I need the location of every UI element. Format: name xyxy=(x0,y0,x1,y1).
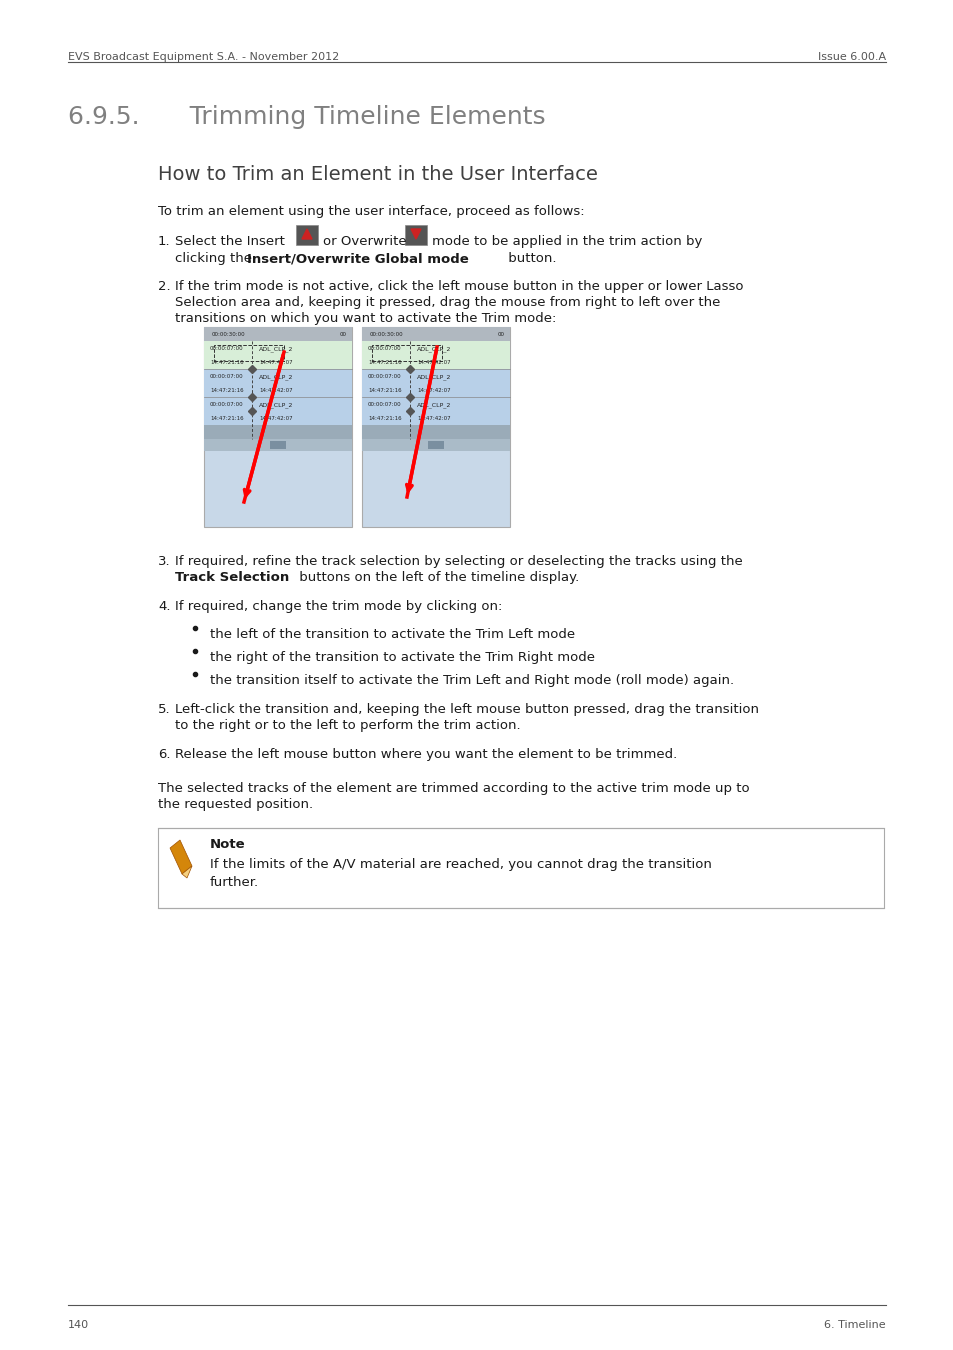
Text: the right of the transition to activate the Trim Right mode: the right of the transition to activate … xyxy=(210,651,595,664)
Text: 5.: 5. xyxy=(158,703,171,716)
Polygon shape xyxy=(302,230,312,239)
Text: 14:47:42:07: 14:47:42:07 xyxy=(416,416,450,420)
Text: 6.: 6. xyxy=(158,748,171,761)
Text: the left of the transition to activate the Trim Left mode: the left of the transition to activate t… xyxy=(210,628,575,641)
Bar xyxy=(428,441,443,450)
Bar xyxy=(361,439,510,451)
Text: Issue 6.00.A: Issue 6.00.A xyxy=(817,53,885,62)
Text: If required, refine the track selection by selecting or deselecting the tracks u: If required, refine the track selection … xyxy=(174,555,742,568)
Text: The selected tracks of the element are trimmed according to the active trim mode: The selected tracks of the element are t… xyxy=(158,782,749,795)
Bar xyxy=(372,346,441,360)
Text: ADL_CLP_2: ADL_CLP_2 xyxy=(258,346,294,352)
Bar xyxy=(361,369,510,397)
Text: Selection area and, keeping it pressed, drag the mouse from right to left over t: Selection area and, keeping it pressed, … xyxy=(174,296,720,309)
Bar xyxy=(204,439,352,451)
Text: ADL_CLP_2: ADL_CLP_2 xyxy=(258,374,294,379)
Text: 14:47:21:16: 14:47:21:16 xyxy=(210,416,243,420)
Bar xyxy=(158,828,883,909)
Text: Note: Note xyxy=(210,838,245,850)
Text: to the right or to the left to perform the trim action.: to the right or to the left to perform t… xyxy=(174,720,520,732)
Bar xyxy=(204,397,352,425)
Text: How to Trim an Element in the User Interface: How to Trim an Element in the User Inter… xyxy=(158,165,598,184)
Text: 14:47:42:07: 14:47:42:07 xyxy=(416,387,450,393)
Text: 00:00:07:00: 00:00:07:00 xyxy=(210,374,243,379)
Polygon shape xyxy=(182,865,192,878)
Text: 00: 00 xyxy=(497,332,504,336)
Text: 00:00:30:00: 00:00:30:00 xyxy=(212,332,245,336)
Text: further.: further. xyxy=(210,876,259,890)
Text: Select the Insert: Select the Insert xyxy=(174,235,285,248)
Text: ADL_CLP_2: ADL_CLP_2 xyxy=(416,346,451,352)
Text: 14:47:42:07: 14:47:42:07 xyxy=(258,416,293,420)
Text: If required, change the trim mode by clicking on:: If required, change the trim mode by cli… xyxy=(174,599,502,613)
Text: buttons on the left of the timeline display.: buttons on the left of the timeline disp… xyxy=(294,571,578,585)
Text: 4.: 4. xyxy=(158,599,171,613)
Bar xyxy=(204,425,352,439)
Bar xyxy=(204,342,352,369)
Text: If the limits of the A/V material are reached, you cannot drag the transition: If the limits of the A/V material are re… xyxy=(210,859,711,871)
Bar xyxy=(213,346,284,360)
Text: 14:47:21:16: 14:47:21:16 xyxy=(368,416,401,420)
Text: ADL_CLP_2: ADL_CLP_2 xyxy=(258,402,294,408)
Text: ADL_CLP_2: ADL_CLP_2 xyxy=(416,402,451,408)
Text: 1.: 1. xyxy=(158,235,171,248)
Bar xyxy=(204,369,352,397)
Text: 00:00:07:00: 00:00:07:00 xyxy=(368,374,401,379)
Text: 2.: 2. xyxy=(158,279,171,293)
Bar xyxy=(361,397,510,425)
FancyBboxPatch shape xyxy=(295,225,317,244)
Text: 3.: 3. xyxy=(158,555,171,568)
Text: 14:47:42:07: 14:47:42:07 xyxy=(258,387,293,393)
Text: Left-click the transition and, keeping the left mouse button pressed, drag the t: Left-click the transition and, keeping t… xyxy=(174,703,759,716)
Text: 00: 00 xyxy=(339,332,347,336)
Text: 00:00:07:00: 00:00:07:00 xyxy=(210,402,243,408)
Text: 6. Timeline: 6. Timeline xyxy=(823,1320,885,1330)
Text: button.: button. xyxy=(503,252,556,265)
FancyBboxPatch shape xyxy=(405,225,427,244)
Text: 14:47:42:07: 14:47:42:07 xyxy=(416,359,450,364)
Polygon shape xyxy=(411,230,420,239)
Polygon shape xyxy=(170,840,192,873)
Text: 00:00:07:00: 00:00:07:00 xyxy=(368,347,401,351)
Bar xyxy=(361,327,510,342)
Text: the transition itself to activate the Trim Left and Right mode (roll mode) again: the transition itself to activate the Tr… xyxy=(210,674,734,687)
Bar xyxy=(204,327,352,526)
Bar xyxy=(270,441,286,450)
Text: Release the left mouse button where you want the element to be trimmed.: Release the left mouse button where you … xyxy=(174,748,677,761)
Text: or Overwrite: or Overwrite xyxy=(323,235,406,248)
Text: 14:47:21:16: 14:47:21:16 xyxy=(368,359,401,364)
Text: clicking the: clicking the xyxy=(174,252,256,265)
Text: ADL_CLP_2: ADL_CLP_2 xyxy=(416,374,451,379)
Text: Insert/Overwrite Global mode: Insert/Overwrite Global mode xyxy=(247,252,468,265)
Text: mode to be applied in the trim action by: mode to be applied in the trim action by xyxy=(432,235,701,248)
Text: To trim an element using the user interface, proceed as follows:: To trim an element using the user interf… xyxy=(158,205,584,217)
Bar xyxy=(204,327,352,342)
Text: If the trim mode is not active, click the left mouse button in the upper or lowe: If the trim mode is not active, click th… xyxy=(174,279,742,293)
Text: 14:47:21:16: 14:47:21:16 xyxy=(368,387,401,393)
Text: 14:47:42:07: 14:47:42:07 xyxy=(258,359,293,364)
Text: 140: 140 xyxy=(68,1320,89,1330)
Text: Track Selection: Track Selection xyxy=(174,571,289,585)
Text: EVS Broadcast Equipment S.A. - November 2012: EVS Broadcast Equipment S.A. - November … xyxy=(68,53,339,62)
Bar xyxy=(361,327,510,526)
Text: 6.9.5.  Trimming Timeline Elements: 6.9.5. Trimming Timeline Elements xyxy=(68,105,545,130)
Text: the requested position.: the requested position. xyxy=(158,798,313,811)
Text: 00:00:30:00: 00:00:30:00 xyxy=(370,332,403,336)
Text: transitions on which you want to activate the Trim mode:: transitions on which you want to activat… xyxy=(174,312,556,325)
Text: 14:47:21:16: 14:47:21:16 xyxy=(210,359,243,364)
Text: 00:00:07:00: 00:00:07:00 xyxy=(210,347,243,351)
Text: 14:47:21:16: 14:47:21:16 xyxy=(210,387,243,393)
Text: 00:00:07:00: 00:00:07:00 xyxy=(368,402,401,408)
Bar xyxy=(361,425,510,439)
Bar xyxy=(361,342,510,369)
